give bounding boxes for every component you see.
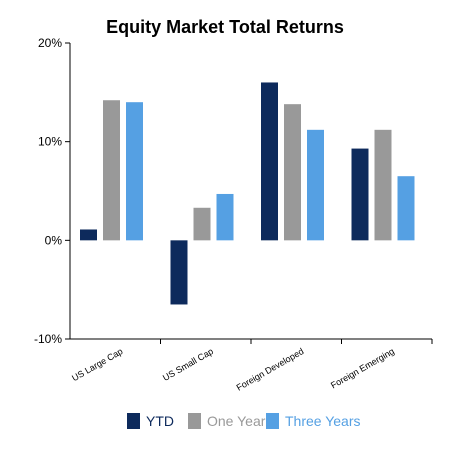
bar-three-years <box>216 193 234 241</box>
x-tick-label: Foreign Developed <box>235 346 306 393</box>
legend-label: Three Years <box>285 413 361 429</box>
y-tick-label: 20% <box>38 36 62 50</box>
legend-label: One Year <box>207 413 266 429</box>
x-tick-label: US Large Cap <box>70 346 124 383</box>
x-tick-labels: US Large Cap US Small Cap Foreign Develope… <box>70 346 396 393</box>
y-tick-label: 10% <box>38 135 62 149</box>
y-tick-label: -10% <box>34 332 62 346</box>
bar-three-years <box>126 102 143 241</box>
x-tick-label: US Small Cap <box>161 346 215 383</box>
bar-one-year <box>374 129 392 241</box>
legend-label: YTD <box>146 413 174 429</box>
chart-bars <box>80 82 415 305</box>
x-tick-label: Foreign Emerging <box>329 346 396 390</box>
y-tick-label: 0% <box>45 233 63 247</box>
bar-ytd <box>170 240 188 305</box>
bar-three-years <box>307 129 324 241</box>
bar-one-year <box>103 100 120 241</box>
bar-one-year <box>284 104 301 241</box>
bar-one-year <box>193 207 211 241</box>
y-tick-labels: 20% 10% 0% -10% <box>34 36 62 346</box>
chart-legend: YTD One Year Three Years <box>127 413 361 429</box>
bar-ytd <box>80 229 97 241</box>
legend-swatch <box>266 413 279 429</box>
legend-swatch <box>127 413 140 429</box>
chart-title: Equity Market Total Returns <box>106 17 344 37</box>
bar-ytd <box>351 148 369 241</box>
legend-swatch <box>188 413 201 429</box>
bar-ytd <box>261 82 278 241</box>
bar-three-years <box>397 176 415 241</box>
chart-axes <box>65 42 433 344</box>
